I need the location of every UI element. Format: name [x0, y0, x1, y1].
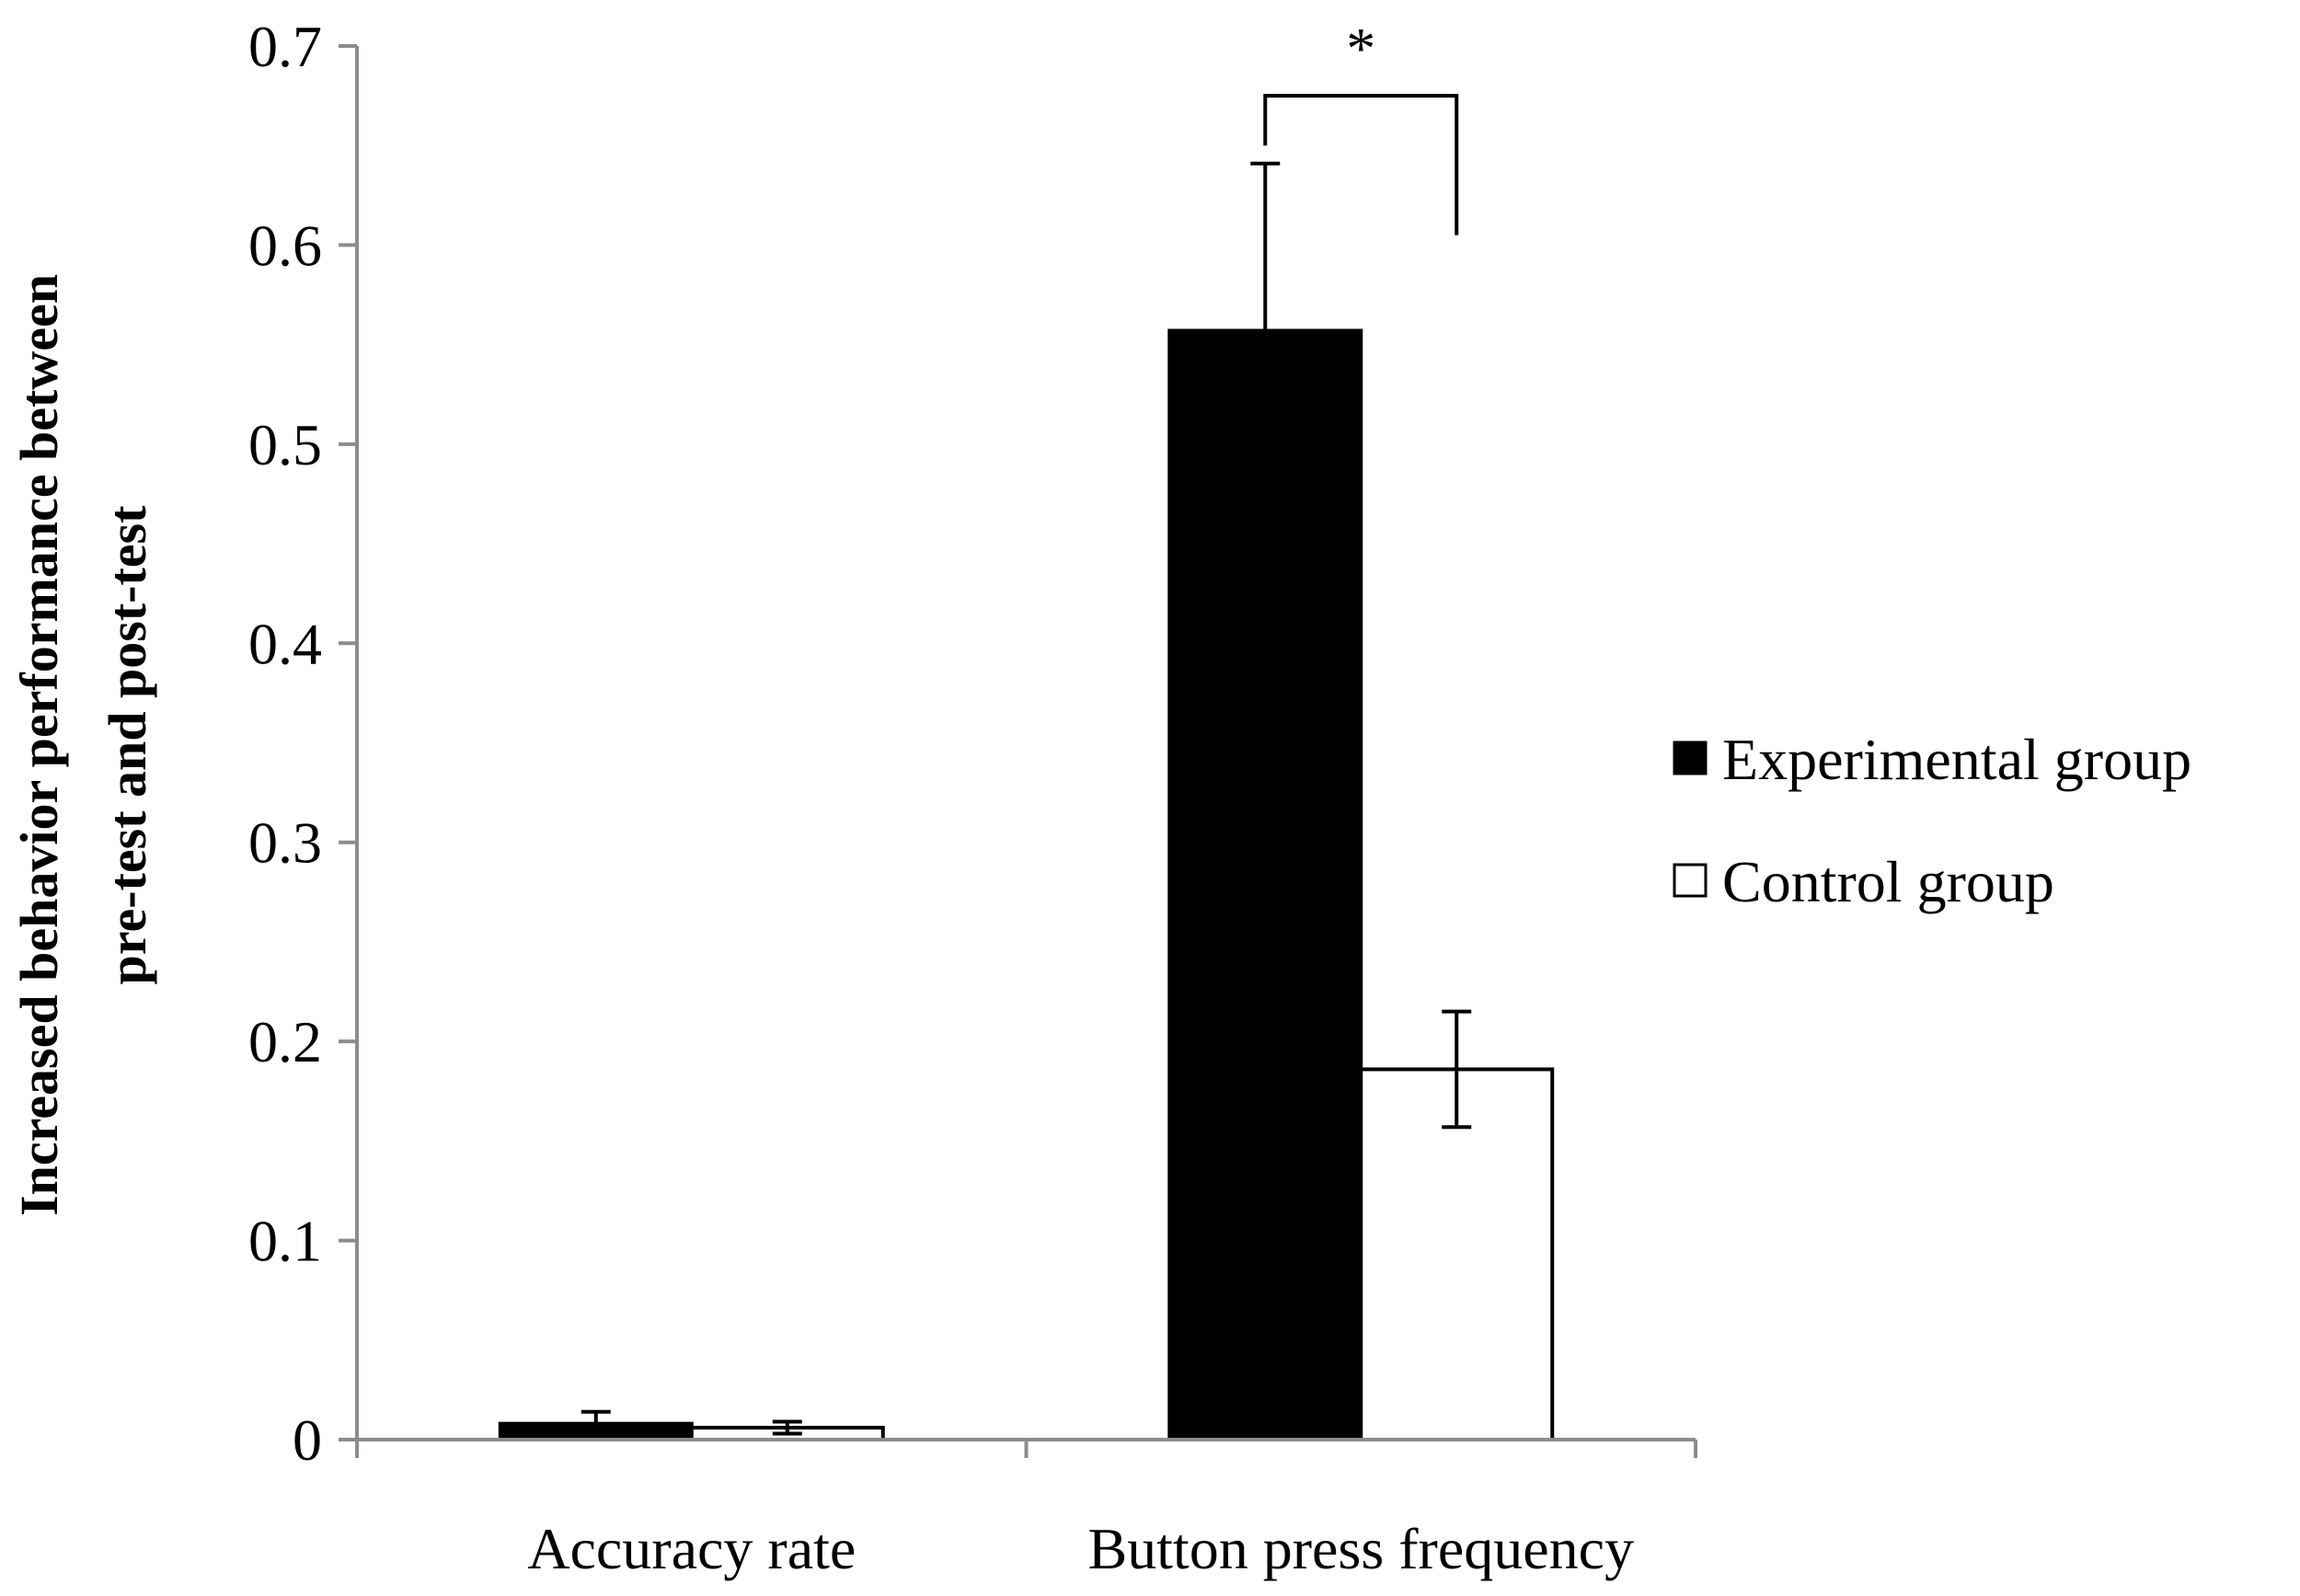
x-category-label: Accuracy rate — [527, 1516, 856, 1581]
y-tick-label: 0.4 — [248, 611, 322, 676]
x-category-label: Button press frequency — [1087, 1516, 1634, 1581]
bar-experimental — [1167, 328, 1363, 1442]
significance-bracket: * — [1263, 16, 1459, 235]
legend: Experimental group Control group — [1673, 727, 2191, 914]
y-axis-ticks: 0 0.1 0.2 0.3 0.4 0.5 0.6 0.7 — [248, 14, 357, 1473]
significance-bracket-line — [1263, 94, 1459, 235]
y-tick-label: 0.3 — [248, 810, 322, 876]
legend-swatch-control — [1673, 863, 1708, 898]
y-tick-label: 0.2 — [248, 1009, 322, 1074]
y-axis-label-line2: pre-test and post-test — [98, 505, 157, 985]
legend-swatch-experimental — [1673, 741, 1708, 775]
y-tick-label: 0.6 — [248, 212, 322, 278]
category-labels: Accuracy rate Button press frequency — [527, 1516, 1634, 1581]
legend-item-experimental: Experimental group — [1673, 727, 2191, 792]
legend-item-control: Control group — [1673, 849, 2054, 914]
legend-label-control: Control group — [1722, 849, 2054, 914]
y-tick-label: 0 — [293, 1407, 322, 1473]
bars — [498, 328, 1555, 1442]
y-tick-label: 0.5 — [248, 412, 322, 477]
bar-control — [1359, 1067, 1555, 1441]
y-tick-label: 0.7 — [248, 14, 322, 79]
legend-label-experimental: Experimental group — [1722, 727, 2191, 792]
y-tick-label: 0.1 — [248, 1209, 322, 1274]
significance-star: * — [1346, 16, 1375, 81]
error-bars — [581, 161, 1472, 1438]
axes — [355, 46, 1697, 1458]
y-axis-label-line1: Increased behavior performance between — [9, 274, 69, 1216]
